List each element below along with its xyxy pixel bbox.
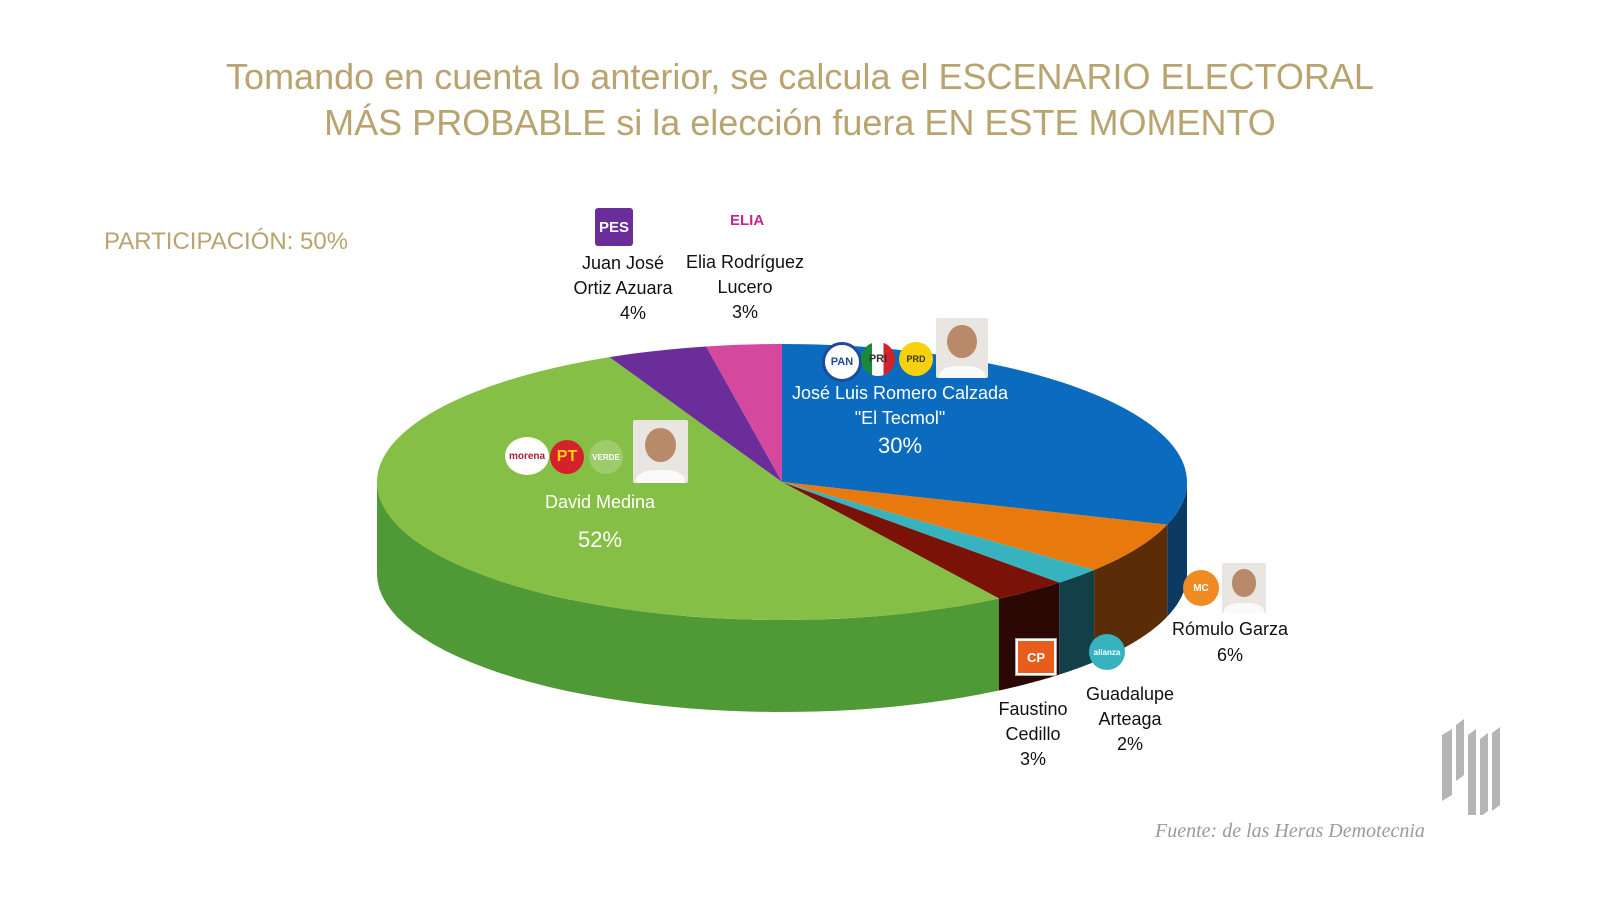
pan-logo: PAN (822, 342, 862, 382)
label-name: Juan José (581, 253, 665, 273)
label-name2: Lucero (717, 277, 773, 297)
label-value: 52% (577, 527, 623, 552)
pie-slice-2 (782, 482, 1095, 583)
medina-photo (633, 420, 688, 483)
label-medina: David Medina 52% (500, 490, 700, 552)
label-romero: José Luis Romero Calzada "El Tecmol" 30% (770, 381, 1030, 458)
label-name2: Arteaga (1098, 709, 1162, 729)
pri-logo: PRI (861, 342, 895, 376)
brand-logo (1442, 719, 1500, 815)
label-value: 30% (877, 433, 923, 458)
verde-logo: VERDE (589, 440, 623, 474)
label-name: Elia Rodríguez (685, 252, 805, 272)
pie-slice-1 (782, 482, 1168, 570)
label-cedillo: Faustino Cedillo 3% (978, 697, 1088, 772)
label-name: Guadalupe (1085, 684, 1175, 704)
pie-slice-4 (377, 357, 1000, 620)
title-line-1: Tomando en cuenta lo anterior, se calcul… (226, 56, 1374, 97)
label-name: Faustino (998, 699, 1068, 719)
label-name: José Luis Romero Calzada (791, 383, 1009, 403)
pie-side-4 (377, 482, 999, 712)
source-note: Fuente: de las Heras Demotecnia (1155, 820, 1425, 842)
pie-slice-0 (782, 344, 1187, 525)
label-ortiz: Juan José Ortiz Azuara 4% (548, 251, 698, 326)
label-name: Rómulo Garza (1171, 619, 1289, 639)
label-value: 3% (1019, 749, 1046, 769)
prd-logo: PRD (899, 342, 933, 376)
pie-slice-3 (782, 482, 1060, 599)
mc-logo: MC (1183, 570, 1219, 606)
label-value: 4% (619, 303, 646, 323)
label-name: David Medina (544, 492, 656, 512)
pie-side-2 (1059, 570, 1095, 675)
label-value: 6% (1216, 645, 1243, 665)
label-name2: Cedillo (1005, 724, 1061, 744)
garza-photo (1222, 563, 1266, 613)
title-line-2: MÁS PROBABLE si la elección fuera EN EST… (324, 102, 1276, 143)
pes-logo: PES (595, 208, 633, 246)
pt-logo: PT (550, 440, 584, 474)
label-value: 2% (1116, 734, 1143, 754)
label-nick: "El Tecmol" (854, 408, 946, 428)
label-value: 3% (731, 302, 758, 322)
label-garza: Rómulo Garza 6% (1160, 617, 1300, 668)
pie-slice-5 (609, 346, 782, 482)
participation-label: PARTICIPACIÓN: 50% (104, 228, 349, 255)
pie-slice-6 (706, 344, 782, 482)
label-elia: Elia Rodríguez Lucero 3% (670, 250, 820, 325)
pie-side-1 (1094, 524, 1168, 662)
alianza-logo: alianza (1089, 634, 1125, 670)
chart-title: Tomando en cuenta lo anterior, se calcul… (0, 54, 1600, 146)
label-name2: Ortiz Azuara (573, 278, 673, 298)
morena-logo: morena (505, 437, 549, 475)
romero-photo (936, 318, 988, 378)
elia-logo: ELIA (730, 212, 765, 229)
label-arteaga: Guadalupe Arteaga 2% (1070, 682, 1190, 757)
pc-logo: CP (1015, 638, 1057, 676)
pie-side-0 (1167, 482, 1187, 617)
